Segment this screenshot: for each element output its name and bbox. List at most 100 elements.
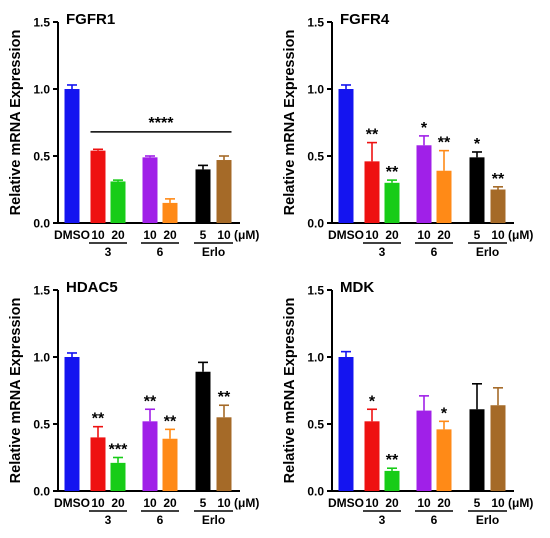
bar <box>142 421 158 491</box>
bar <box>364 161 380 223</box>
x-tick-label: 20 <box>163 496 177 510</box>
significance-stars: * <box>421 120 428 137</box>
y-axis-label: Relative mRNA Expression <box>8 298 24 484</box>
y-tick-label: 1.5 <box>33 284 50 298</box>
bar <box>110 181 126 223</box>
significance-stars: ** <box>218 389 231 406</box>
group-label: 3 <box>379 513 386 527</box>
x-tick-label: DMSO <box>54 496 90 510</box>
significance-stars: * <box>441 405 448 422</box>
group-label: 6 <box>157 513 164 527</box>
y-tick-label: 0.5 <box>33 418 50 432</box>
y-tick-label: 1.0 <box>307 83 324 97</box>
group-label: Erlo <box>476 513 499 527</box>
bar <box>216 160 232 223</box>
bar <box>416 145 432 223</box>
x-tick-label: 5 <box>474 496 481 510</box>
bar <box>162 438 178 491</box>
panel-fgfr1: Relative mRNA Expression 0.0 0.5 1.0 1.5 FGFR… <box>8 11 259 259</box>
panel-title: MDK <box>340 279 374 296</box>
x-tick-label: 5 <box>474 228 481 242</box>
bar <box>195 371 211 491</box>
x-tick-label: DMSO <box>328 496 364 510</box>
bar <box>416 410 432 491</box>
x-tick-label: 10 <box>491 228 505 242</box>
y-tick-label: 0.0 <box>307 217 324 231</box>
x-tick-label: 10 <box>417 228 431 242</box>
significance-stars: **** <box>149 115 175 132</box>
x-tick-label: 20 <box>163 228 177 242</box>
y-axis-label: Relative mRNA Expression <box>282 30 298 216</box>
bar <box>490 405 506 491</box>
x-tick-label: 10 <box>217 228 231 242</box>
significance-stars: *** <box>109 442 128 459</box>
significance-stars: ** <box>92 411 105 428</box>
x-tick-label: 20 <box>385 228 399 242</box>
bar <box>338 357 354 491</box>
significance-stars: * <box>474 136 481 153</box>
bar <box>469 409 485 491</box>
bar <box>436 170 452 223</box>
bar <box>216 417 232 491</box>
bar <box>162 202 178 223</box>
x-tick-label: 10 <box>417 496 431 510</box>
bar <box>338 89 354 223</box>
group-label: 6 <box>431 513 438 527</box>
bar <box>64 357 80 491</box>
y-tick-label: 0.0 <box>33 485 50 499</box>
group-label: Erlo <box>476 245 499 259</box>
panel-title: FGFR1 <box>66 11 115 28</box>
y-tick-label: 0.5 <box>307 150 324 164</box>
x-tick-label: 10 <box>91 496 105 510</box>
x-tick-label: 20 <box>437 228 451 242</box>
x-tick-label: 5 <box>200 496 207 510</box>
significance-stars: ** <box>164 413 177 430</box>
x-tick-label: 20 <box>111 228 125 242</box>
x-tick-label: 5 <box>200 228 207 242</box>
bar <box>90 437 106 491</box>
significance-stars: ** <box>144 393 157 410</box>
unit-label: (μM) <box>234 496 259 510</box>
bar <box>364 421 380 491</box>
significance-stars: ** <box>366 127 379 144</box>
bar <box>384 182 400 223</box>
group-label: 3 <box>105 513 112 527</box>
x-tick-label: 10 <box>365 496 379 510</box>
significance-stars: ** <box>438 135 451 152</box>
y-tick-label: 1.0 <box>307 351 324 365</box>
unit-label: (μM) <box>508 228 533 242</box>
significance-stars: ** <box>386 452 399 469</box>
significance-stars: * <box>369 393 376 410</box>
group-label: 3 <box>105 245 112 259</box>
bar <box>110 462 126 491</box>
y-tick-label: 1.5 <box>307 16 324 30</box>
bar <box>436 429 452 491</box>
panel-title: HDAC5 <box>66 279 118 296</box>
x-tick-label: 20 <box>437 496 451 510</box>
y-tick-label: 0.5 <box>307 418 324 432</box>
bar <box>64 89 80 223</box>
panel-hdac5: Relative mRNA Expression 0.0 0.5 1.0 1.5 HDAC… <box>8 279 259 527</box>
group-label: Erlo <box>202 513 225 527</box>
x-tick-label: 20 <box>111 496 125 510</box>
y-tick-label: 1.5 <box>307 284 324 298</box>
unit-label: (μM) <box>508 496 533 510</box>
x-tick-label: 10 <box>143 228 157 242</box>
y-tick-label: 0.0 <box>33 217 50 231</box>
y-tick-label: 1.0 <box>33 83 50 97</box>
significance-stars: ** <box>386 164 399 181</box>
x-tick-label: 10 <box>91 228 105 242</box>
x-tick-label: DMSO <box>54 228 90 242</box>
y-tick-label: 0.0 <box>307 485 324 499</box>
x-tick-label: 10 <box>217 496 231 510</box>
panel-mdk: Relative mRNA Expression 0.0 0.5 1.0 1.5 MDK *… <box>282 279 533 527</box>
group-label: Erlo <box>202 245 225 259</box>
x-tick-label: 10 <box>491 496 505 510</box>
y-tick-label: 0.5 <box>33 150 50 164</box>
group-label: 6 <box>157 245 164 259</box>
significance-stars: ** <box>492 171 505 188</box>
bar <box>195 169 211 223</box>
group-label: 6 <box>431 245 438 259</box>
panel-title: FGFR4 <box>340 11 390 28</box>
